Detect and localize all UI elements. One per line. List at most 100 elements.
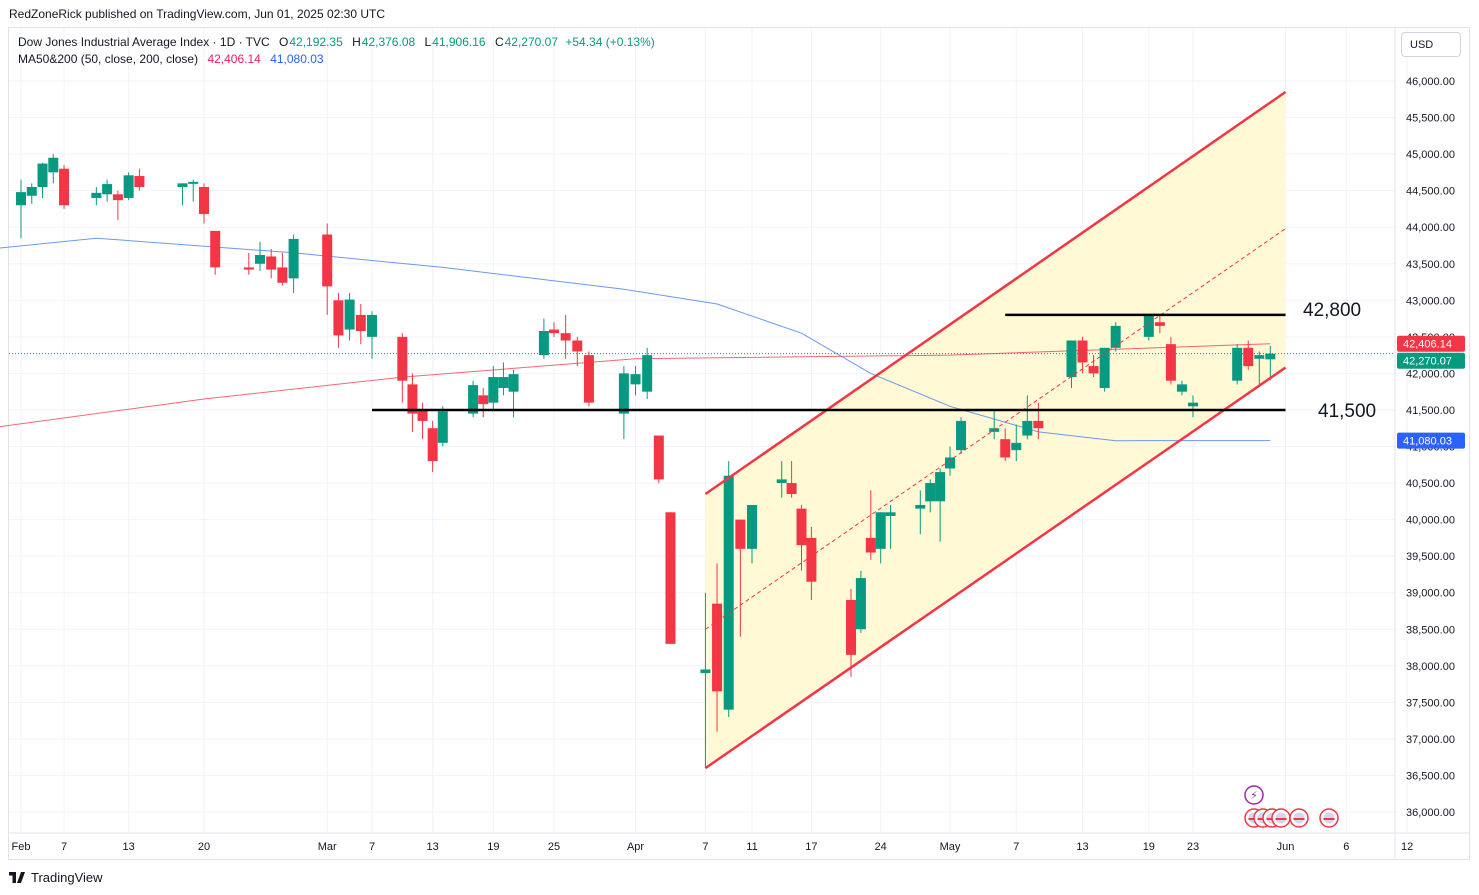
candle-body (1265, 353, 1276, 360)
candle-body (665, 512, 676, 644)
candle-body (243, 267, 254, 270)
ma200-line (0, 343, 1271, 428)
candle-body (855, 578, 866, 630)
channel-mid-line (705, 228, 1286, 630)
time-tick-label: 11 (746, 841, 757, 853)
tradingview-logo[interactable]: TradingView (9, 870, 103, 885)
time-tick-label: 13 (427, 841, 439, 853)
legend-ma50-value: 41,080.03 (270, 52, 324, 66)
price-tick-label: 36,500.00 (1406, 770, 1455, 782)
candle-body (723, 475, 734, 710)
candle-body (747, 504, 757, 549)
candle-body (468, 385, 479, 414)
candle-body (478, 395, 489, 405)
price-tick-label: 43,000.00 (1406, 295, 1455, 307)
legend-ma200-value: 42,406.14 (207, 52, 261, 66)
price-tick-label: 39,500.00 (1406, 551, 1455, 563)
candle-body (1154, 322, 1165, 326)
candle-body (865, 537, 876, 553)
candle-body (618, 373, 629, 414)
price-tick-label: 45,500.00 (1406, 113, 1455, 125)
candle-body (846, 600, 856, 655)
time-tick-label: 13 (123, 841, 135, 853)
legend-ma-row: MA50&200 (50, close, 200, close) 42,406.… (18, 52, 324, 66)
candle-body (210, 230, 221, 268)
candle-body (1143, 314, 1154, 337)
candle-body (1165, 344, 1176, 381)
last-price-tag-bg (1397, 352, 1465, 369)
legend-symbol-row: Dow Jones Industrial Average Index · 1D … (18, 35, 655, 49)
currency-selector[interactable]: USD (1401, 32, 1461, 57)
time-tick-label: Mar (318, 841, 337, 853)
time-tick-label: 13 (1076, 841, 1088, 853)
legend-open: 42,192.35 (289, 35, 343, 49)
price-tick-label: 42,000.00 (1406, 368, 1455, 380)
candle-body (26, 186, 37, 196)
candle-body (266, 256, 277, 270)
candle-body (549, 329, 559, 334)
ma200-price-tag: 42,406.14 (1403, 339, 1452, 351)
candle-body (1077, 340, 1088, 363)
time-tick-label: 25 (548, 841, 560, 853)
candle-body (498, 377, 509, 389)
legend-high-label: H (352, 35, 361, 49)
candle-body (583, 355, 594, 403)
candle-body (653, 435, 664, 480)
price-tick-label: 41,500.00 (1406, 405, 1455, 417)
tradingview-logo-text: TradingView (31, 870, 103, 885)
candle-body (875, 512, 886, 549)
candle-body (188, 181, 199, 184)
time-tick-label: 12 (1401, 841, 1413, 853)
channel-upper-line (704, 90, 1287, 496)
candle-body (885, 512, 896, 516)
channel-lower-line (704, 366, 1287, 770)
candle-body (712, 603, 723, 692)
time-tick-label: May (940, 841, 961, 853)
candle-body (48, 157, 59, 173)
time-tick-label: 7 (369, 841, 375, 853)
time-tick-label: 7 (702, 841, 708, 853)
candle-body (288, 238, 299, 279)
time-tick-label: Jun (1277, 841, 1295, 853)
time-tick-label: 19 (487, 841, 499, 853)
candle-body (1110, 325, 1121, 348)
candle-body (508, 374, 519, 392)
candle-body (123, 175, 134, 198)
ma50-line (0, 237, 1271, 442)
candle-body (397, 336, 408, 381)
candle-body (935, 472, 946, 502)
candle-body (776, 479, 787, 484)
candle-body (806, 537, 817, 582)
legend-change: +54.34 (+0.13%) (565, 35, 655, 49)
candle-body (1088, 366, 1099, 374)
price-tick-label: 40,500.00 (1406, 478, 1455, 490)
candle-body (1243, 347, 1254, 367)
time-tick-label: Feb (12, 841, 31, 853)
legend-low: 41,906.16 (432, 35, 486, 49)
price-tick-label: 43,500.00 (1406, 259, 1455, 271)
candle-body (1000, 439, 1011, 458)
candle-body (177, 183, 188, 187)
ma200-price-tag-bg (1397, 335, 1465, 352)
price-tick-label: 45,000.00 (1406, 149, 1455, 161)
time-tick-label: 20 (198, 841, 210, 853)
support-label: 41,500 (1318, 401, 1376, 422)
price-tick-label: 44,500.00 (1406, 186, 1455, 198)
candle-body (102, 184, 113, 195)
candle-body (572, 340, 583, 352)
candle-body (786, 483, 797, 495)
legend-ma-label[interactable]: MA50&200 (50, close, 200, close) (18, 52, 199, 66)
candle-body (134, 176, 145, 187)
candle-body (1066, 340, 1077, 378)
price-tick-label: 40,000.00 (1406, 515, 1455, 527)
candle-body (956, 420, 967, 451)
candle-body (417, 409, 428, 421)
dividend-icon (1244, 785, 1264, 805)
candle-body (16, 192, 26, 206)
price-tick-label: 44,000.00 (1406, 222, 1455, 234)
time-tick-label: Apr (627, 841, 644, 853)
candle-body (945, 457, 955, 469)
candle-body (427, 428, 438, 462)
legend-symbol[interactable]: Dow Jones Industrial Average Index · 1D … (18, 35, 270, 49)
